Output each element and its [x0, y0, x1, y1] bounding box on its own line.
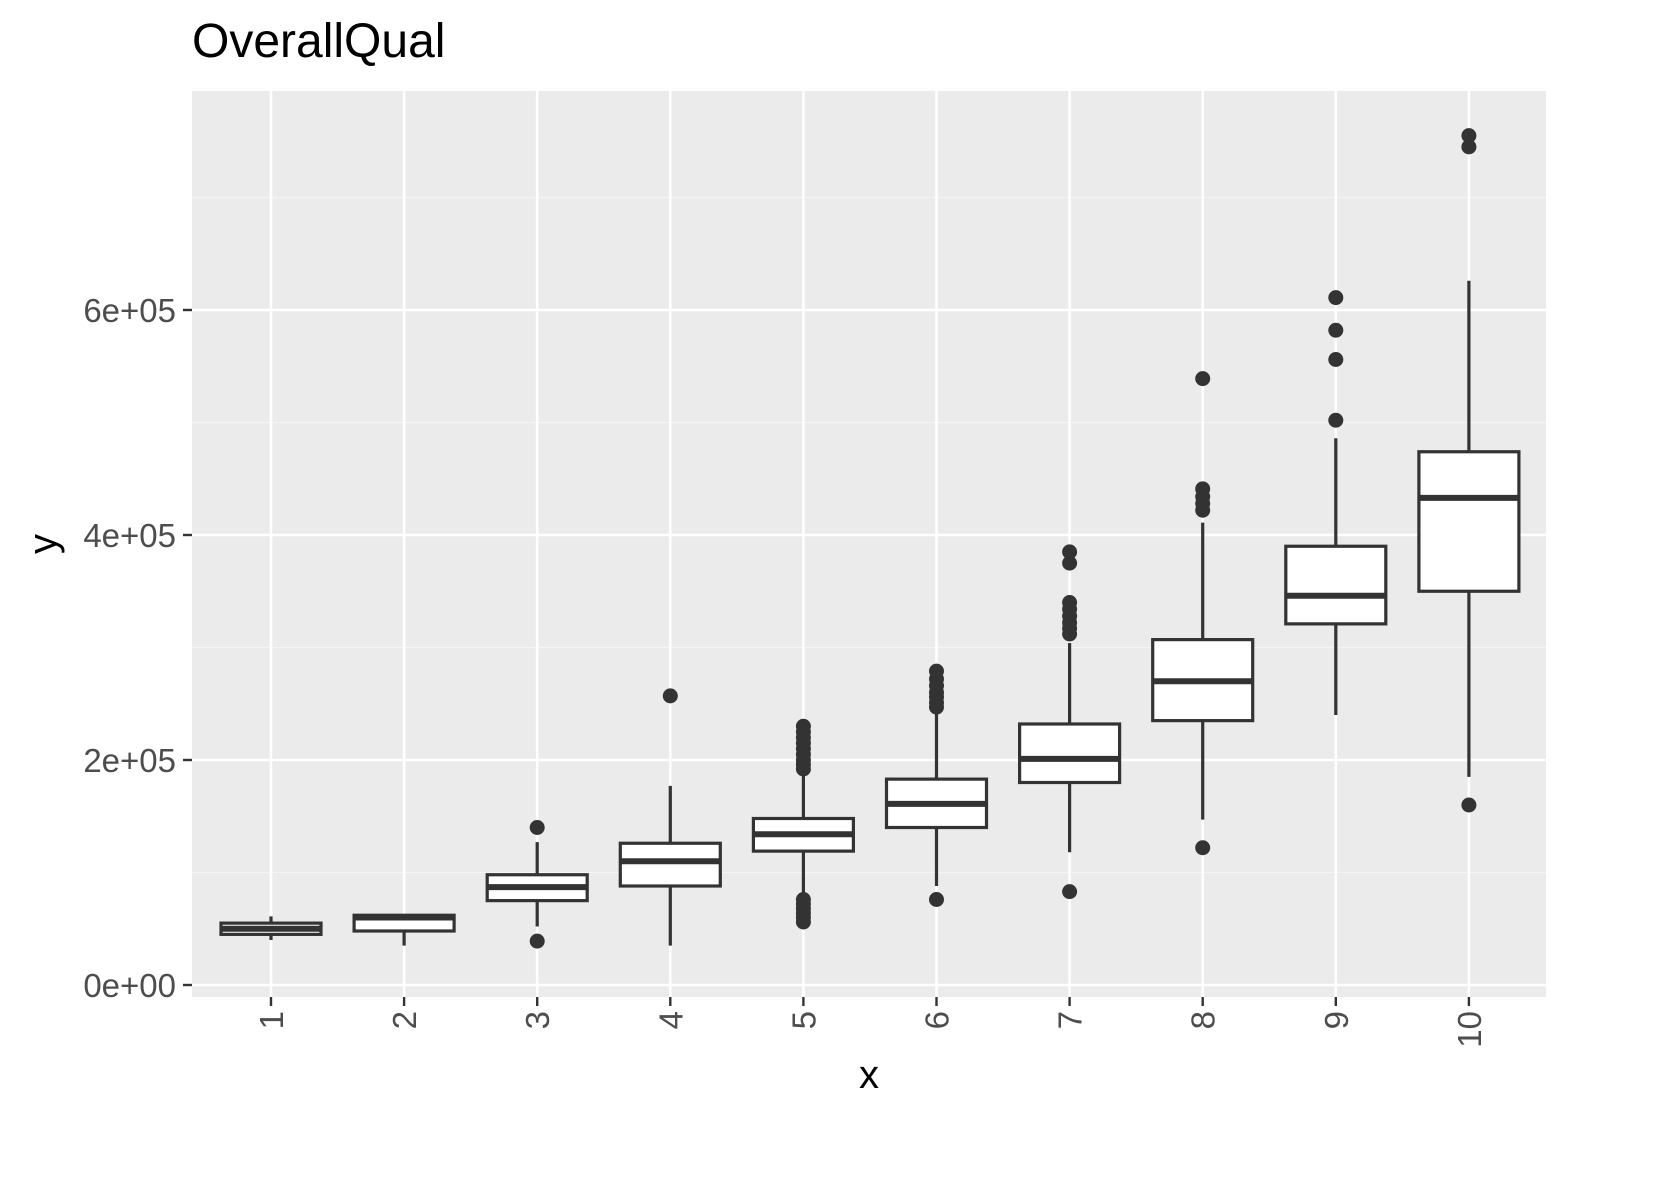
box-1 — [219, 916, 323, 940]
box-series — [219, 128, 1521, 949]
outlier-point — [1328, 322, 1344, 338]
box-6 — [884, 663, 989, 907]
x-axis-title: x — [859, 1053, 879, 1097]
x-tick-label: 1 — [253, 1011, 290, 1029]
x-tick-label: 4 — [652, 1011, 689, 1029]
x-tick-label: 6 — [919, 1011, 956, 1029]
outlier-point — [1461, 128, 1477, 144]
outlier-point — [1062, 595, 1078, 610]
x-tick-label: 7 — [1052, 1011, 1089, 1029]
outlier-point — [662, 688, 678, 704]
outlier-point — [1062, 544, 1078, 560]
y-axis-title: y — [21, 534, 65, 554]
outlier-point — [1461, 797, 1477, 813]
y-tick-label: 0e+00 — [83, 967, 176, 1004]
box-10 — [1417, 128, 1521, 813]
minor-gridlines — [192, 196, 1546, 874]
box-5 — [751, 718, 856, 930]
outlier-point — [1328, 290, 1344, 306]
y-tick-label: 6e+05 — [83, 292, 176, 329]
outlier-point — [1195, 481, 1211, 497]
outlier-point — [1328, 412, 1344, 428]
x-tick-label: 9 — [1318, 1011, 1355, 1029]
box-iqr — [1417, 450, 1521, 593]
box-iqr — [1017, 722, 1122, 785]
x-tick-label: 5 — [785, 1011, 822, 1029]
outlier-point — [1195, 840, 1211, 856]
y-axis: 0e+00 2e+05 4e+05 6e+05 — [83, 292, 192, 1004]
box-7 — [1017, 544, 1122, 900]
box-iqr — [1284, 544, 1388, 626]
x-tick-label: 2 — [386, 1011, 423, 1029]
outlier-point — [929, 892, 944, 907]
outlier-point — [1461, 139, 1477, 155]
outlier-point — [1062, 884, 1078, 900]
box-3 — [485, 820, 589, 949]
y-tick-label: 4e+05 — [83, 517, 176, 554]
outlier-point — [1062, 555, 1078, 571]
outlier-point — [529, 820, 545, 835]
chart-title: OverallQual — [192, 15, 446, 68]
outlier-point — [929, 663, 944, 679]
y-tick-label: 2e+05 — [83, 742, 176, 779]
x-tick-label: 10 — [1451, 1011, 1488, 1048]
outlier-point — [795, 892, 811, 907]
x-tick-label: 3 — [519, 1011, 556, 1029]
outlier-point — [795, 718, 811, 734]
outlier-point — [529, 933, 545, 949]
box-8 — [1151, 371, 1255, 856]
box-2 — [352, 913, 456, 946]
box-9 — [1284, 290, 1388, 715]
box-4 — [618, 688, 722, 946]
x-tick-label: 8 — [1185, 1011, 1222, 1029]
plot-panel — [192, 91, 1546, 997]
x-axis: 1 2 3 4 5 6 7 8 9 10 — [253, 997, 1488, 1048]
outlier-point — [1328, 352, 1344, 367]
box-iqr — [618, 841, 722, 888]
outlier-point — [1195, 371, 1211, 387]
